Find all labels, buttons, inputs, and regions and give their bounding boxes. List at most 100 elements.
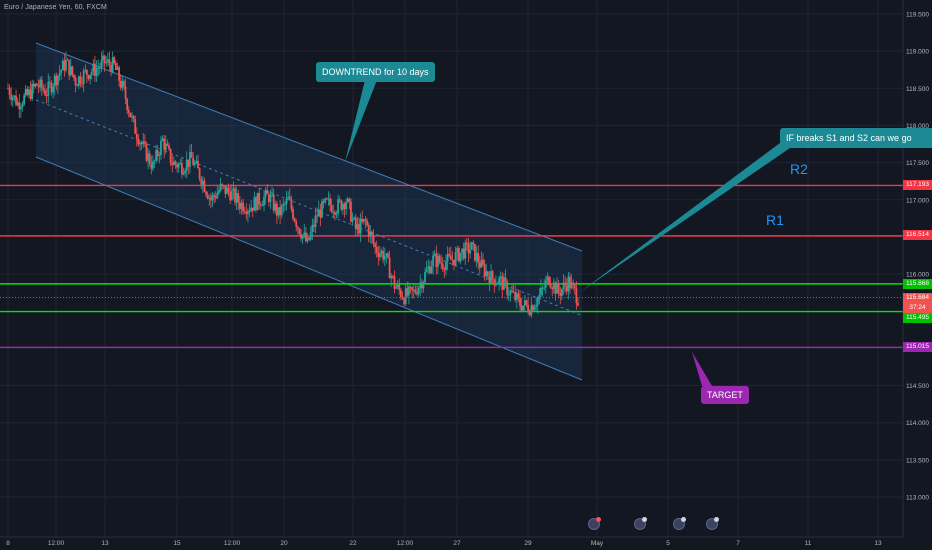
candle-body bbox=[338, 199, 341, 201]
candle-body bbox=[198, 168, 201, 179]
dividend-event-icon[interactable] bbox=[634, 517, 647, 530]
r1-price-tag: 116.514 bbox=[903, 230, 932, 240]
time-tick-label: 12:00 bbox=[224, 540, 241, 547]
candle-body bbox=[469, 249, 472, 254]
candle-body bbox=[250, 207, 253, 212]
dividend-event-icon[interactable] bbox=[673, 517, 686, 530]
candle-body bbox=[39, 79, 42, 88]
candle-body bbox=[565, 285, 568, 292]
candle-body bbox=[475, 252, 478, 261]
support-bottom-price-tag: 115.495 bbox=[903, 313, 932, 323]
candle-body bbox=[242, 202, 244, 212]
candle-body bbox=[60, 70, 63, 73]
candle-body bbox=[453, 259, 455, 265]
candle-body bbox=[174, 161, 177, 165]
candle-body bbox=[330, 205, 333, 212]
candle-body bbox=[284, 203, 286, 205]
candle-body bbox=[259, 204, 262, 206]
candle-body bbox=[564, 282, 567, 286]
candle-body bbox=[474, 244, 476, 261]
candle-body bbox=[71, 66, 74, 75]
candle-body bbox=[106, 59, 109, 63]
candle-body bbox=[140, 142, 143, 145]
candle-body bbox=[486, 271, 489, 277]
candle-body bbox=[37, 85, 40, 88]
candle-body bbox=[399, 290, 402, 297]
candle-body bbox=[156, 150, 159, 157]
time-tick-label: 20 bbox=[280, 540, 288, 547]
candle-body bbox=[393, 276, 396, 289]
horizontal-levels bbox=[0, 184, 903, 348]
candle-body bbox=[335, 213, 338, 215]
candle-body bbox=[137, 138, 140, 145]
candle-body bbox=[77, 76, 80, 86]
candle-body bbox=[383, 255, 386, 260]
price-tick-label: 119.500 bbox=[906, 12, 929, 19]
candle-body bbox=[36, 83, 38, 86]
earnings-event-icon[interactable] bbox=[588, 517, 601, 530]
candle-body bbox=[295, 221, 298, 227]
candle-body bbox=[288, 196, 291, 200]
candle-body bbox=[280, 205, 283, 216]
candle-body bbox=[391, 275, 394, 277]
candle-body bbox=[441, 263, 444, 269]
candle-body bbox=[404, 288, 407, 305]
break-callout[interactable]: IF breaks S1 and S2 can we go bbox=[780, 128, 932, 148]
symbol-title[interactable]: Euro / Japanese Yen, 60, FXCM bbox=[4, 4, 107, 11]
downtrend-callout[interactable]: DOWNTREND for 10 days bbox=[316, 62, 435, 82]
candle-body bbox=[514, 291, 517, 301]
candle-body bbox=[16, 102, 19, 106]
candle-body bbox=[573, 284, 576, 289]
candle-body bbox=[251, 207, 254, 211]
candle-body bbox=[419, 282, 422, 288]
candle-body bbox=[329, 198, 331, 206]
candle-body bbox=[263, 196, 265, 206]
candle-body bbox=[19, 106, 22, 110]
candle-body bbox=[129, 112, 132, 118]
candle-body bbox=[203, 180, 206, 192]
candle-body bbox=[87, 75, 90, 80]
candle-body bbox=[507, 294, 510, 296]
candle-body bbox=[182, 173, 185, 175]
candle-body bbox=[158, 155, 161, 157]
candle-body bbox=[321, 201, 323, 218]
dividend-event-icon[interactable] bbox=[706, 517, 719, 530]
candle-body bbox=[438, 255, 441, 263]
target-callout[interactable]: TARGET bbox=[701, 386, 749, 404]
candle-body bbox=[369, 231, 372, 237]
candle-body bbox=[155, 150, 158, 161]
candle-body bbox=[287, 196, 290, 199]
candle-body bbox=[523, 300, 526, 306]
candle-body bbox=[395, 287, 397, 289]
candle-body bbox=[94, 63, 96, 76]
candle-body bbox=[296, 226, 299, 229]
candle-body bbox=[503, 277, 505, 290]
candle-body bbox=[32, 83, 35, 87]
candle-body bbox=[145, 143, 148, 161]
candle-body bbox=[416, 292, 418, 295]
candle-body bbox=[243, 211, 246, 213]
candle-body bbox=[13, 95, 16, 98]
candle-body bbox=[92, 63, 95, 72]
candle-body bbox=[372, 236, 375, 244]
candle-body bbox=[364, 219, 367, 221]
candle-body bbox=[229, 191, 232, 201]
candle-body bbox=[113, 57, 116, 64]
candle-body bbox=[230, 190, 233, 201]
candle-body bbox=[232, 188, 235, 191]
candle-body bbox=[480, 259, 483, 268]
candle-body bbox=[435, 253, 438, 267]
candle-body bbox=[237, 193, 240, 204]
candle-body bbox=[214, 196, 217, 199]
candle-body bbox=[411, 287, 414, 291]
candle-body bbox=[34, 83, 37, 87]
candle-body bbox=[467, 243, 470, 254]
time-tick-label: 12:00 bbox=[48, 540, 65, 547]
candle-body bbox=[406, 288, 409, 296]
candle-body bbox=[401, 296, 404, 299]
candle-body bbox=[111, 57, 114, 73]
candle-body bbox=[127, 109, 130, 113]
candle-body bbox=[190, 152, 193, 158]
candle-body bbox=[124, 86, 127, 99]
